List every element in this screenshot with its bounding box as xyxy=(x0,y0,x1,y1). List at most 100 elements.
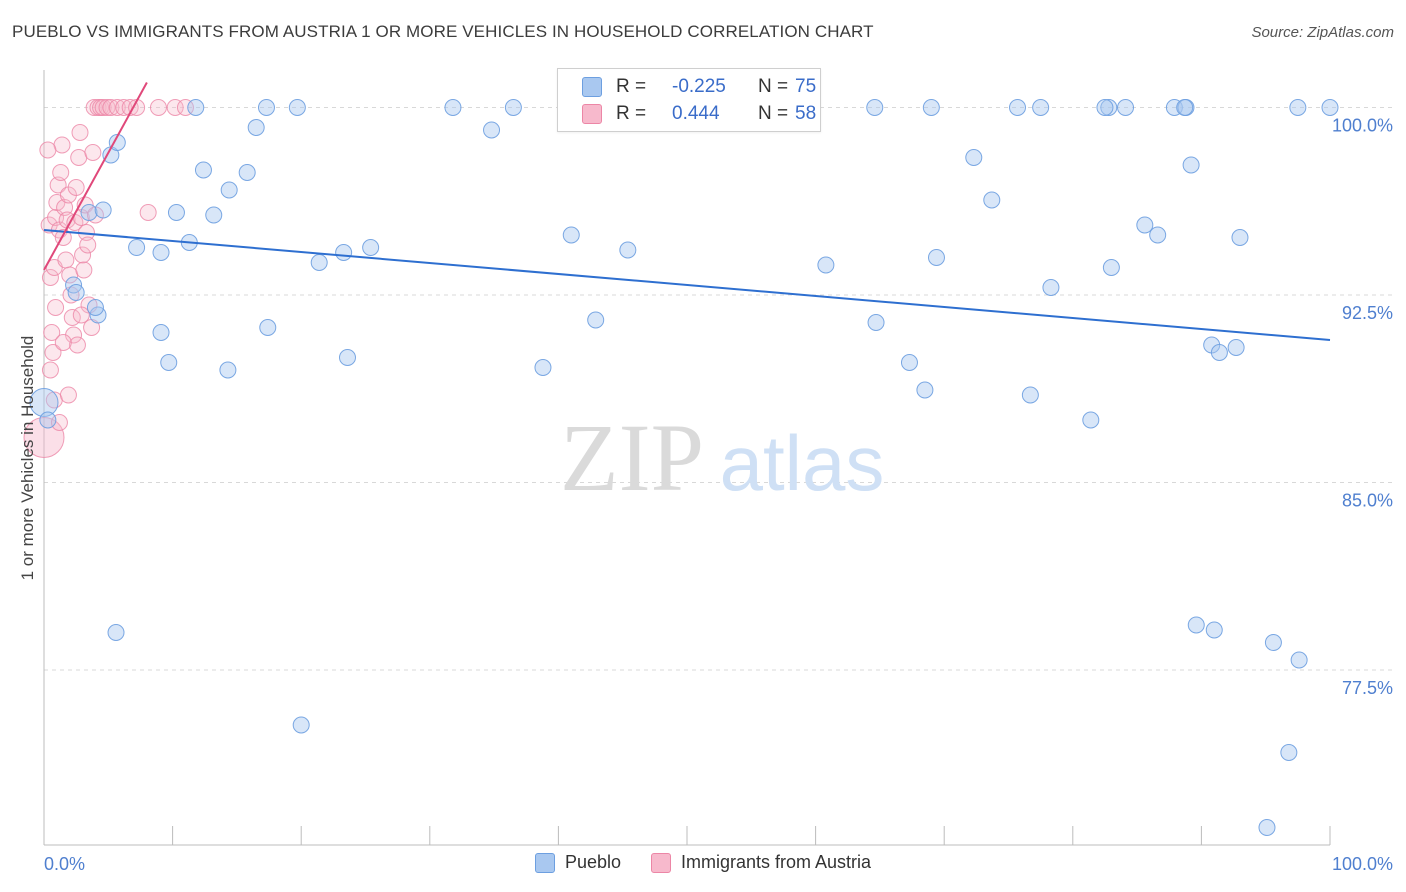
pueblo-point xyxy=(67,284,85,301)
watermark-atlas: atlas xyxy=(720,419,885,507)
austria-point xyxy=(72,306,90,324)
r-label: R = xyxy=(616,103,647,124)
austria-point xyxy=(52,164,70,181)
pueblo-point xyxy=(1165,99,1183,116)
x-tick-label: 100.0% xyxy=(1332,854,1393,874)
pueblo-point xyxy=(1289,99,1307,116)
pueblo-point xyxy=(983,191,1001,209)
legend: Pueblo Immigrants from Austria xyxy=(0,852,1406,873)
pueblo-point xyxy=(94,201,112,219)
austria-point xyxy=(43,324,61,341)
pueblo-point xyxy=(1102,259,1120,276)
austria-point xyxy=(176,99,194,116)
pueblo-point xyxy=(220,181,238,199)
pueblo-point xyxy=(1290,651,1308,669)
pueblo-point xyxy=(288,99,306,116)
austria-point xyxy=(49,176,67,194)
austria-point xyxy=(53,136,71,154)
y-tick-label: 92.5% xyxy=(1342,303,1393,323)
pueblo-point xyxy=(1032,99,1050,116)
pueblo-point xyxy=(1100,99,1118,116)
pueblo-point xyxy=(257,99,275,116)
pueblo-point xyxy=(187,99,205,116)
r-value: -0.225 xyxy=(672,76,726,97)
trendlines xyxy=(43,82,1331,341)
austria-point xyxy=(121,99,139,116)
legend-label-austria: Immigrants from Austria xyxy=(681,852,872,872)
austria-point xyxy=(98,99,116,116)
austria-point xyxy=(84,144,102,161)
pueblo-point xyxy=(1096,99,1114,116)
x-tick-label: 0.0% xyxy=(44,854,85,874)
pueblo-point xyxy=(1205,621,1223,639)
austria-point xyxy=(139,204,157,221)
austria-point xyxy=(79,236,97,254)
pueblo-point xyxy=(1321,99,1339,116)
pueblo-point xyxy=(292,716,310,734)
chart-title: PUEBLO VS IMMIGRANTS FROM AUSTRIA 1 OR M… xyxy=(12,22,874,41)
pueblo-point xyxy=(152,244,170,261)
pueblo-point xyxy=(310,254,328,271)
austria-point xyxy=(70,149,88,166)
austria-point xyxy=(23,417,65,458)
r-label: R = xyxy=(616,76,647,97)
austria-swatch xyxy=(582,104,602,124)
austria-point xyxy=(102,99,120,116)
pueblo-point xyxy=(587,311,605,329)
austria-point xyxy=(67,179,85,196)
watermark-zip: ZIP xyxy=(560,404,704,511)
n-label: N = xyxy=(758,103,789,124)
pueblo-point xyxy=(107,624,125,641)
legend-label-pueblo: Pueblo xyxy=(564,852,621,872)
austria-point xyxy=(115,99,133,116)
legend-item-austria[interactable]: Immigrants from Austria xyxy=(651,852,871,873)
pueblo-point xyxy=(152,324,170,341)
pueblo-point xyxy=(916,381,934,399)
pueblo-point xyxy=(922,99,940,116)
pueblo-point xyxy=(238,164,256,181)
n-value: 75 xyxy=(795,76,817,97)
pueblo-point xyxy=(1021,386,1039,404)
y-tick-label: 85.0% xyxy=(1342,491,1393,511)
pueblo-point xyxy=(338,349,356,366)
austria-point xyxy=(71,124,89,141)
pueblo-point xyxy=(504,99,522,116)
pueblo-point xyxy=(247,119,265,136)
watermark: ZIP atlas xyxy=(560,404,884,511)
pueblo-point xyxy=(86,299,104,316)
pueblo-point xyxy=(219,361,237,379)
pueblo-point xyxy=(335,244,353,261)
pueblo-point xyxy=(1009,99,1027,116)
y-tick-label: 100.0% xyxy=(1332,116,1393,136)
austria-point xyxy=(39,141,57,159)
pueblo-point xyxy=(1210,344,1228,361)
pueblo-point xyxy=(1042,279,1060,296)
pueblo-point xyxy=(900,354,918,371)
austria-point xyxy=(41,361,59,379)
austria-point xyxy=(85,99,103,116)
stats-box: R = -0.225 N = 75 R = 0.444 N = 58 xyxy=(557,68,821,132)
pueblo-point xyxy=(1280,744,1298,761)
pueblo-point xyxy=(29,388,59,417)
n-value: 58 xyxy=(795,103,817,124)
legend-swatch-austria xyxy=(651,852,671,873)
y-axis-title: 1 or more Vehicles in Household xyxy=(18,335,37,581)
austria-point xyxy=(108,99,126,116)
pueblo-point xyxy=(562,226,580,244)
austria-point xyxy=(57,251,75,269)
legend-swatch-pueblo xyxy=(534,852,555,873)
pueblo-point xyxy=(534,359,552,376)
pueblo-point xyxy=(1176,99,1194,116)
pueblo-point xyxy=(39,411,57,429)
y-tick-label: 77.5% xyxy=(1342,678,1393,698)
pueblo-point xyxy=(965,149,983,166)
austria-point xyxy=(44,344,62,361)
tick-labels: 100.0% 92.5% 85.0% 77.5% 0.0% 100.0% xyxy=(44,116,1393,875)
austria-point xyxy=(56,199,74,216)
r-value: 0.444 xyxy=(672,103,720,124)
pueblo-point xyxy=(1258,819,1276,836)
pueblo-point xyxy=(444,99,462,116)
austria-point xyxy=(149,99,167,116)
legend-item-pueblo[interactable]: Pueblo xyxy=(534,852,621,873)
pueblo-point xyxy=(867,314,885,331)
